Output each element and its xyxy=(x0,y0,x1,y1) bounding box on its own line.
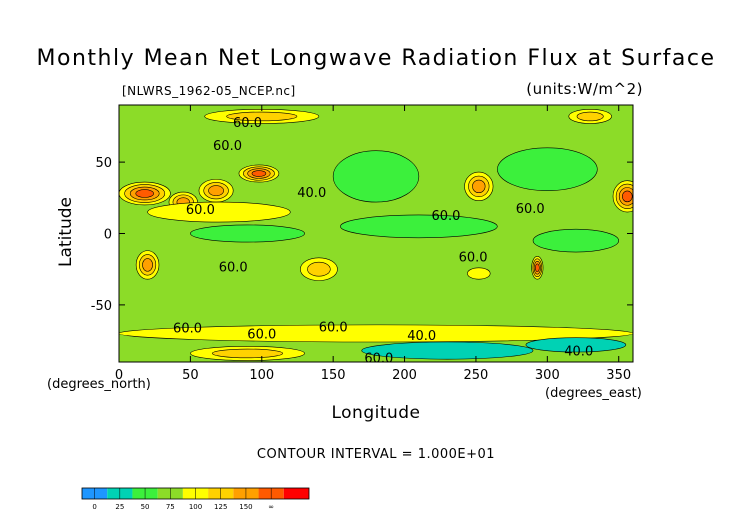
field-feature xyxy=(467,267,491,280)
field-feature xyxy=(208,185,225,197)
colorbar-swatch xyxy=(283,488,309,499)
contour-label: 60.0 xyxy=(219,260,248,275)
x-tick-label: 100 xyxy=(249,368,274,383)
field-feature xyxy=(472,179,486,194)
contour-label: 40.0 xyxy=(407,329,436,344)
colorbar-tick-label: 25 xyxy=(115,503,124,511)
contour-label: 40.0 xyxy=(297,186,326,201)
field-feature xyxy=(226,111,298,122)
colorbar-tick-label: 150 xyxy=(239,503,252,511)
contour-label: 60.0 xyxy=(213,139,242,154)
field-feature xyxy=(361,341,534,360)
contour-label: 40.0 xyxy=(564,345,593,360)
x-tick-label: 300 xyxy=(535,368,560,383)
y-tick-label: 50 xyxy=(95,156,112,171)
contour-interval-note: CONTOUR INTERVAL = 1.000E+01 xyxy=(256,447,496,462)
y-axis-unit-note: (degrees_north) xyxy=(47,377,151,392)
x-tick-label: 200 xyxy=(392,368,417,383)
field-feature xyxy=(497,147,598,191)
field-feature xyxy=(119,324,633,343)
x-tick-label: 150 xyxy=(321,368,346,383)
colorbar-tick-label: 75 xyxy=(166,503,175,511)
field-feature xyxy=(340,214,498,239)
colorbar-tick-label: 125 xyxy=(214,503,227,511)
y-tick-label: 0 xyxy=(104,228,112,243)
colorbar-tick-label: 100 xyxy=(189,503,202,511)
chart-title: Monthly Mean Net Longwave Radiation Flux… xyxy=(36,46,716,71)
contour-label: 60.0 xyxy=(233,116,262,131)
x-tick-label: 0 xyxy=(115,368,123,383)
field-feature xyxy=(135,189,154,198)
field-feature xyxy=(525,337,627,353)
contour-label: 60.0 xyxy=(431,209,460,224)
field-feature xyxy=(212,348,283,359)
x-axis-label: Longitude xyxy=(331,403,421,423)
colorbar-tick-label: 0 xyxy=(92,503,96,511)
contour-label: 60.0 xyxy=(247,327,276,342)
contour-label: 60.0 xyxy=(319,320,348,335)
contour-label: 60.0 xyxy=(364,352,393,367)
contour-label: 60.0 xyxy=(516,202,545,217)
colorbar-tick-label: ∞ xyxy=(268,503,274,511)
x-tick-label: 350 xyxy=(606,368,631,383)
x-axis-unit-note: (degrees_east) xyxy=(545,386,642,401)
x-tick-label: 250 xyxy=(464,368,489,383)
contour-label: 60.0 xyxy=(459,250,488,265)
field-feature xyxy=(576,111,604,122)
field-feature xyxy=(190,224,305,243)
field-feature xyxy=(142,258,153,272)
y-tick-label: -50 xyxy=(91,299,112,314)
field-feature xyxy=(307,261,331,277)
units-label: (units:W/m^2) xyxy=(526,80,643,98)
field-feature xyxy=(622,190,633,203)
field-feature xyxy=(532,228,620,253)
colorbar-tick-label: 50 xyxy=(141,503,150,511)
contour-label: 60.0 xyxy=(173,322,202,337)
field-feature xyxy=(332,150,420,203)
file-label: [NLWRS_1962-05_NCEP.nc] xyxy=(122,84,296,98)
field-feature xyxy=(535,263,540,273)
x-tick-label: 50 xyxy=(182,368,199,383)
field-feature xyxy=(147,201,291,223)
contour-label: 60.0 xyxy=(186,203,215,218)
field-feature xyxy=(251,170,267,177)
